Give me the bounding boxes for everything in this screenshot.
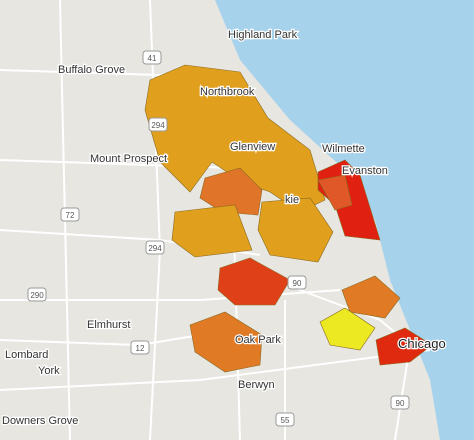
shield-label: 41 — [148, 54, 157, 63]
shield-label: 294 — [151, 121, 165, 130]
place-label: Chicago — [398, 336, 446, 351]
shield — [60, 207, 80, 222]
place-label: Elmhurst — [87, 319, 130, 331]
shield — [275, 412, 295, 427]
place-label: kie — [285, 194, 299, 206]
lake — [215, 0, 474, 440]
shield-label: 72 — [66, 211, 75, 220]
place-label: Mount Prospect — [90, 153, 167, 165]
place-label: Evanston — [342, 165, 388, 177]
place-label: York — [38, 365, 60, 377]
place-label: Northbrook — [200, 86, 255, 98]
shield — [287, 275, 307, 290]
shield-label: 90 — [293, 279, 302, 288]
shield-label: 55 — [281, 416, 290, 425]
shield — [27, 287, 47, 302]
isochrones — [144, 64, 433, 373]
place-label: Downers Grove — [2, 415, 78, 427]
shield-label: 12 — [136, 344, 145, 353]
shield — [145, 240, 165, 255]
place-label: Wilmette — [322, 143, 365, 155]
shield — [142, 50, 162, 65]
shield-label: 294 — [148, 244, 162, 253]
place-label: Glenview — [230, 141, 275, 153]
shield — [390, 395, 410, 410]
shield — [148, 117, 168, 132]
place-label: Oak Park — [235, 334, 281, 346]
place-label: Lombard — [5, 349, 48, 361]
place-label: Buffalo Grove — [58, 64, 125, 76]
shield-label: 290 — [30, 291, 44, 300]
shield-label: 90 — [396, 399, 405, 408]
place-label: Berwyn — [238, 379, 275, 391]
shield — [130, 340, 150, 355]
place-label: Highland Park — [228, 29, 298, 41]
